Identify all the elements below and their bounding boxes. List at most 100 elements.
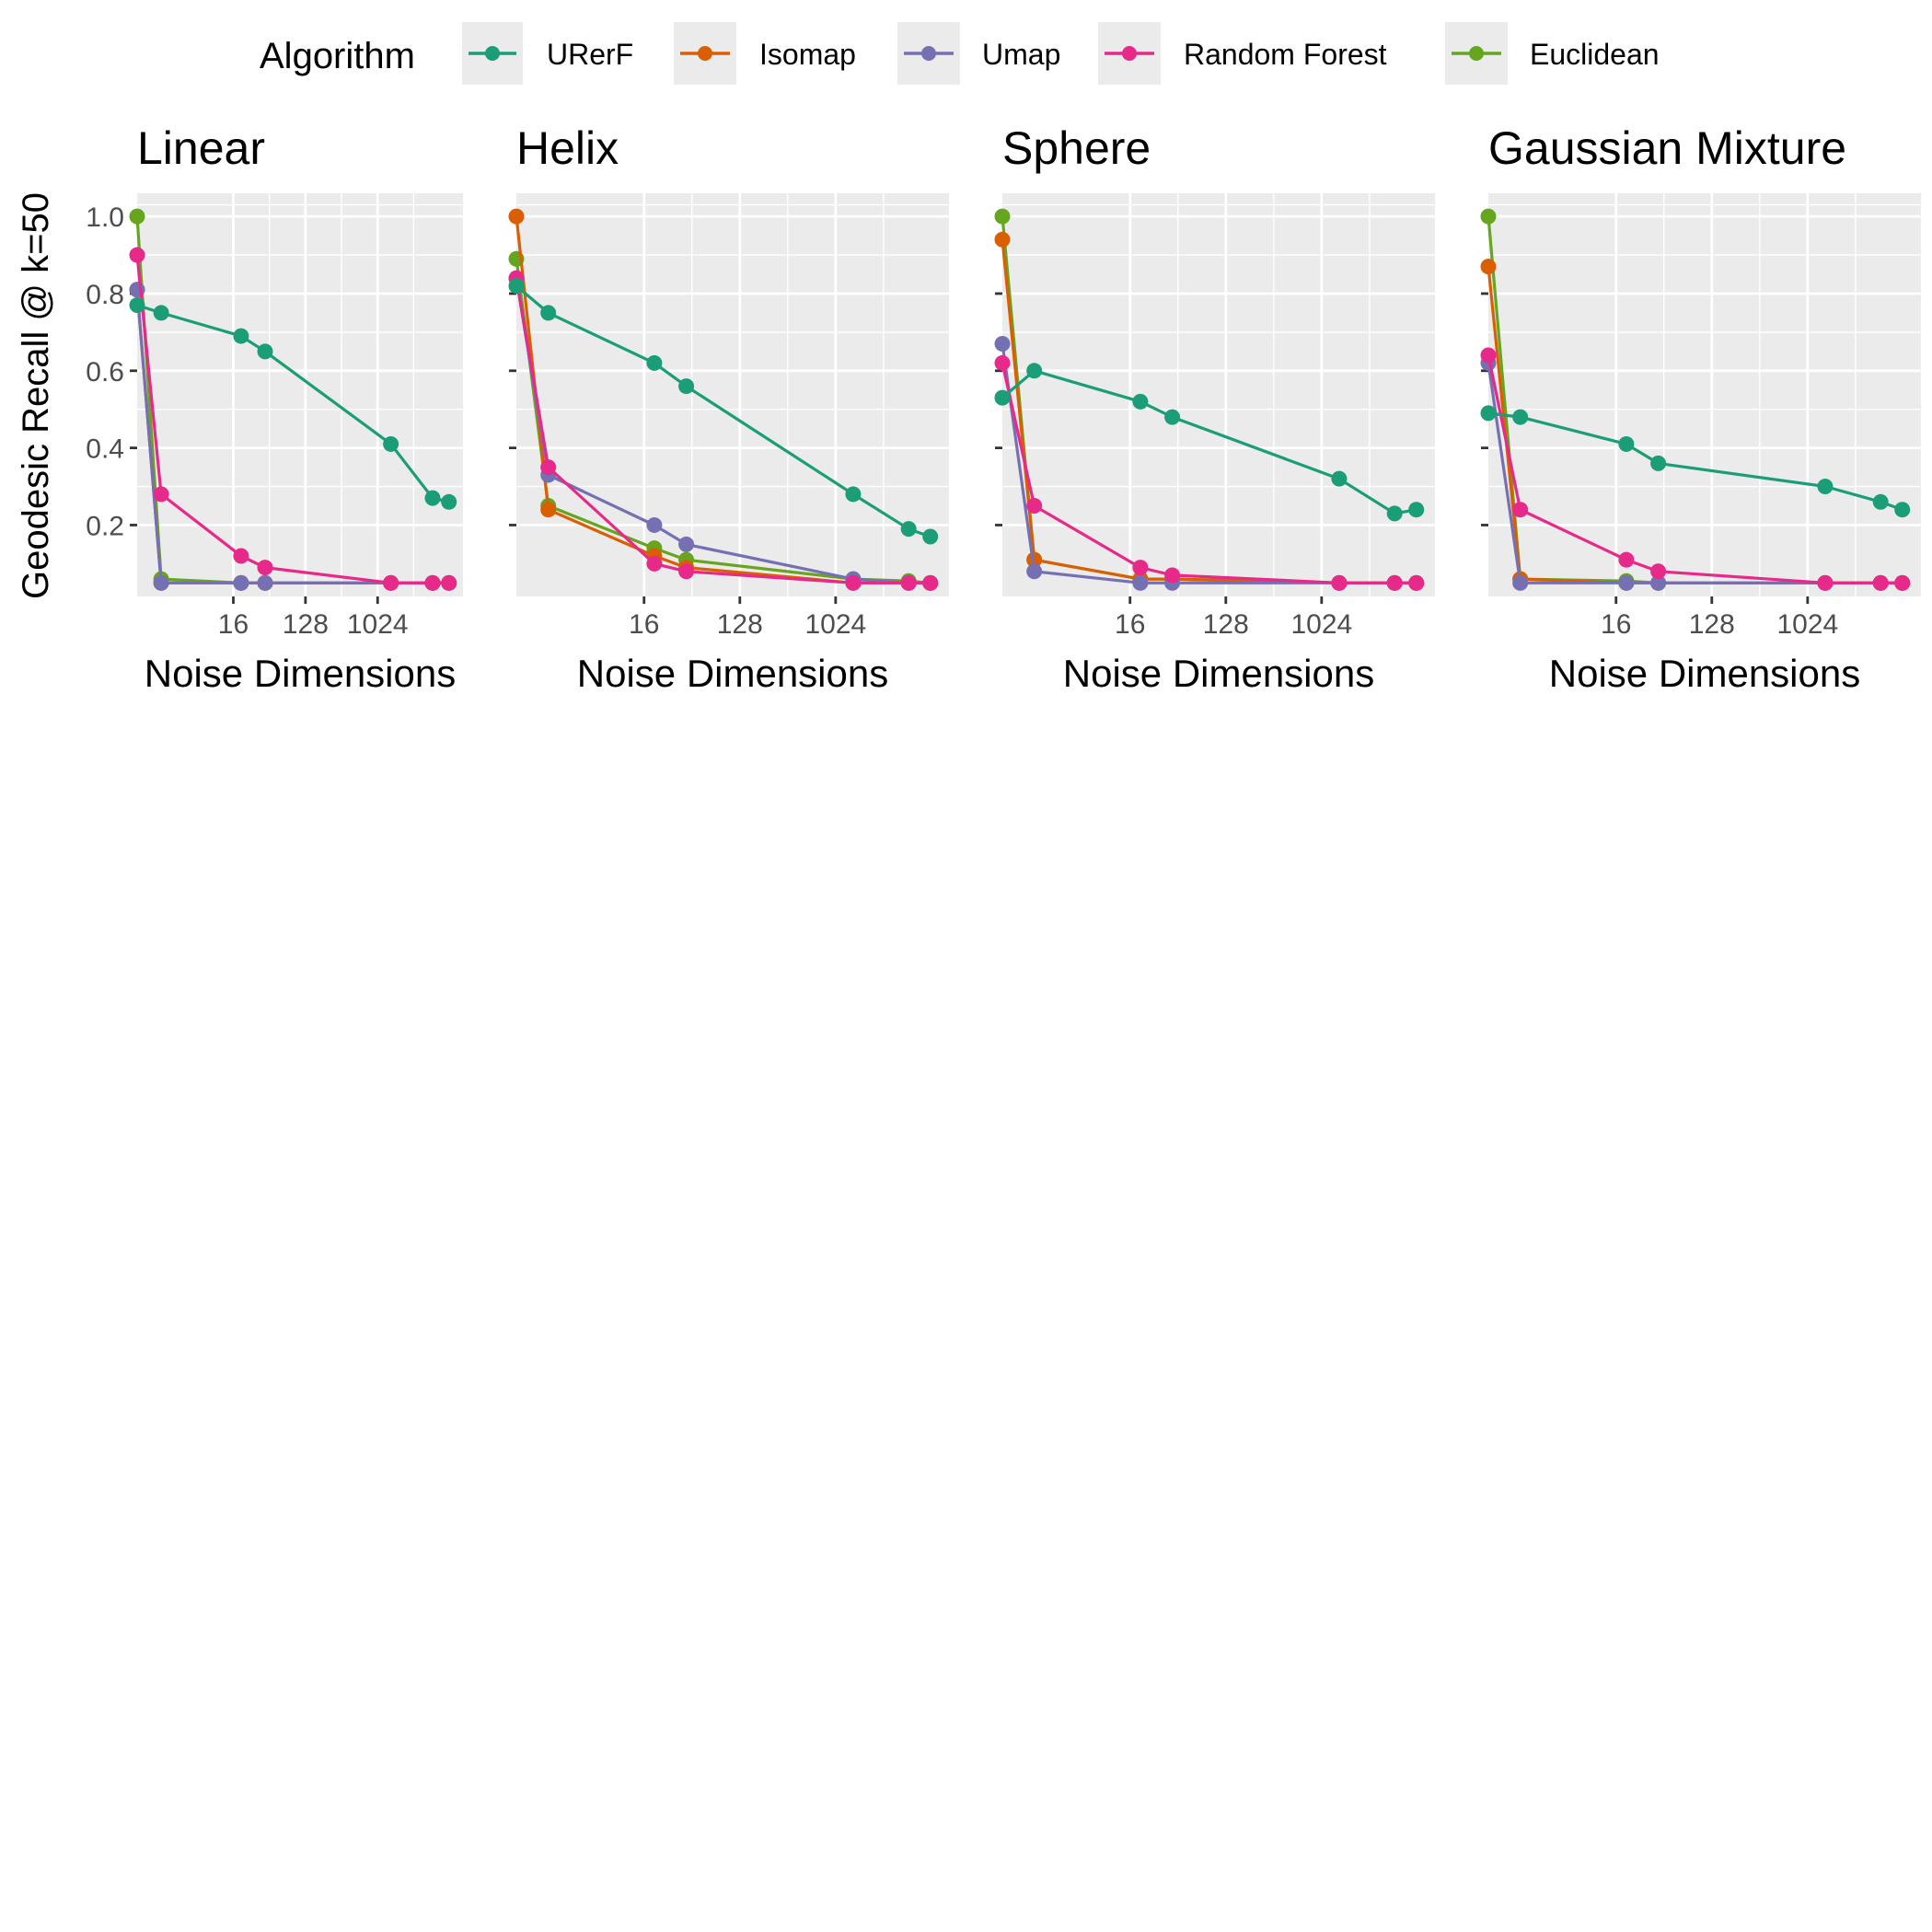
facet-panels: Linear 0.2 0.4 0.6 0.8 1.0 16 128 1024 Noise Dime… [86, 122, 1921, 695]
data-point [1618, 574, 1635, 591]
x-tick-label: 128 [283, 609, 329, 640]
data-point [129, 297, 145, 314]
data-point [383, 435, 399, 452]
data-point [129, 247, 145, 263]
data-point [383, 574, 399, 591]
data-point [1386, 505, 1403, 522]
data-point [508, 208, 525, 225]
x-tick-label: 16 [629, 609, 659, 640]
data-point [1480, 208, 1497, 225]
data-point [257, 574, 273, 591]
legend-label: URerF [547, 38, 633, 71]
legend-item-umap: Umap [897, 22, 1060, 85]
y-axis-title: Geodesic Recall @ k=50 [16, 192, 56, 599]
x-axis-title: Noise Dimensions [1063, 652, 1374, 695]
legend-item-urerf: URerF [462, 22, 633, 85]
legend-key-point [698, 46, 712, 61]
panel-background [516, 193, 949, 596]
data-point [1480, 405, 1497, 422]
data-point [1650, 574, 1667, 591]
x-tick-label: 128 [1203, 609, 1249, 640]
x-tick-label: 16 [1601, 609, 1631, 640]
data-point [1618, 435, 1635, 452]
data-point [1408, 502, 1425, 518]
series-urerf [129, 297, 457, 510]
legend-label: Euclidean [1530, 38, 1660, 71]
y-tick-label: 1.0 [86, 202, 124, 233]
data-point [994, 389, 1011, 406]
data-point [441, 493, 457, 510]
data-point [540, 459, 557, 476]
legend-label: Isomap [759, 38, 856, 71]
data-point [1331, 470, 1348, 487]
data-point [1132, 393, 1149, 410]
data-point [153, 486, 169, 503]
series-urerf [508, 278, 939, 545]
y-tick-label: 0.8 [86, 280, 124, 310]
x-tick-label: 16 [1115, 609, 1145, 640]
series-urerf [1480, 405, 1911, 518]
data-point [540, 305, 557, 321]
legend-item-random-forest: Random Forest [1098, 22, 1387, 85]
data-point [994, 335, 1011, 352]
data-point [1650, 455, 1667, 471]
data-point [922, 574, 939, 591]
legend: Algorithm URerF Isomap Umap Random Forest Euc… [260, 22, 1660, 85]
data-point [845, 486, 862, 503]
data-point [153, 574, 169, 591]
data-point [1872, 574, 1889, 591]
series-random-forest [129, 247, 457, 591]
data-point [153, 305, 169, 321]
panel-title: Sphere [1002, 122, 1151, 174]
data-point [1386, 574, 1403, 591]
panel-title: Linear [137, 122, 265, 174]
data-point [424, 490, 441, 506]
x-tick-label: 1024 [347, 609, 409, 640]
legend-key-point [1469, 46, 1484, 61]
data-point [1894, 502, 1911, 518]
x-tick-label: 128 [717, 609, 763, 640]
legend-item-isomap: Isomap [674, 22, 856, 85]
y-tick-label: 0.6 [86, 357, 124, 388]
data-point [129, 208, 145, 225]
data-point [1026, 498, 1043, 515]
data-point [1026, 551, 1043, 568]
legend-label: Umap [982, 38, 1060, 71]
x-axis-title: Noise Dimensions [1549, 652, 1860, 695]
x-tick-label: 1024 [804, 609, 866, 640]
x-tick-label: 128 [1689, 609, 1735, 640]
panel-title: Helix [516, 122, 619, 174]
data-point [1132, 560, 1149, 576]
data-point [1894, 574, 1911, 591]
legend-item-euclidean: Euclidean [1445, 22, 1660, 85]
data-point [508, 278, 525, 295]
x-axis-title: Noise Dimensions [145, 652, 456, 695]
data-point [257, 343, 273, 360]
data-point [994, 231, 1011, 248]
data-point [1480, 347, 1497, 364]
series-random-forest [1480, 347, 1911, 591]
data-point [233, 548, 249, 564]
data-point [1331, 574, 1348, 591]
data-point [1817, 479, 1834, 495]
data-point [845, 574, 862, 591]
data-point [441, 574, 457, 591]
data-point [646, 354, 663, 371]
data-point [900, 574, 917, 591]
data-point [233, 574, 249, 591]
data-point [257, 560, 273, 576]
legend-title: Algorithm [260, 36, 415, 76]
panel-linear: Linear 0.2 0.4 0.6 0.8 1.0 16 128 1024 Noise Dime… [86, 122, 463, 695]
data-point [424, 574, 441, 591]
data-point [1132, 574, 1149, 591]
legend-key-point [485, 46, 500, 61]
panel-sphere: Sphere 16 128 1024 Noise Dimensions [994, 122, 1435, 695]
panel-title: Gaussian Mixture [1488, 122, 1846, 174]
data-point [1512, 409, 1529, 425]
data-point [1480, 259, 1497, 275]
data-point [922, 528, 939, 545]
data-point [646, 516, 663, 533]
data-point [1512, 574, 1529, 591]
data-point [646, 555, 663, 572]
